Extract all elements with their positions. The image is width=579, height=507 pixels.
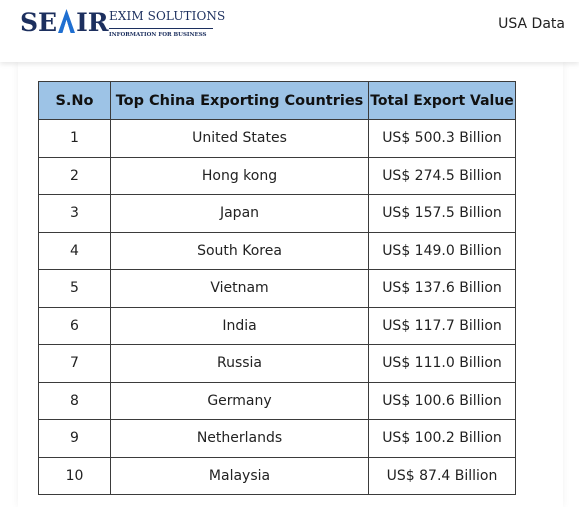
table-row: 7 Russia US$ 111.0 Billion (38, 344, 516, 383)
cell-country: Vietnam (110, 269, 369, 308)
table-row: 4 South Korea US$ 149.0 Billion (38, 231, 516, 270)
column-header-country: Top China Exporting Countries (110, 81, 369, 120)
cell-country: United States (110, 119, 369, 158)
cell-country: Russia (110, 344, 369, 383)
cell-country: Malaysia (110, 456, 369, 495)
cell-country: India (110, 306, 369, 345)
logo-letters-se: SE (20, 8, 58, 37)
logo-letters-ir: IR (76, 8, 109, 37)
cell-export-value: US$ 100.6 Billion (368, 381, 516, 420)
cell-export-value: US$ 117.7 Billion (368, 306, 516, 345)
column-header-sno: S.No (38, 81, 111, 120)
cell-country: Germany (110, 381, 369, 420)
cell-export-value: US$ 100.2 Billion (368, 419, 516, 458)
table-row: 8 Germany US$ 100.6 Billion (38, 381, 516, 420)
table-row: 2 Hong kong US$ 274.5 Billion (38, 156, 516, 195)
table-row: 6 India US$ 117.7 Billion (38, 306, 516, 345)
cell-sno: 7 (38, 344, 111, 383)
logo-a-mountain-icon (58, 9, 76, 33)
table-header-row: S.No Top China Exporting Countries Total… (38, 81, 516, 120)
cell-sno: 1 (38, 119, 111, 158)
logo-tagline-primary: EXIM SOLUTIONS (109, 9, 226, 23)
cell-country: Japan (110, 194, 369, 233)
china-exports-table: S.No Top China Exporting Countries Total… (38, 81, 516, 495)
cell-sno: 8 (38, 381, 111, 420)
column-header-export-value: Total Export Value (368, 81, 516, 120)
cell-sno: 2 (38, 156, 111, 195)
site-header: SE IR EXIM SOLUTIONS INFORMATION FOR BUSI… (0, 0, 579, 62)
cell-sno: 5 (38, 269, 111, 308)
logo-divider (109, 28, 213, 29)
cell-export-value: US$ 500.3 Billion (368, 119, 516, 158)
table-row: 1 United States US$ 500.3 Billion (38, 119, 516, 158)
cell-export-value: US$ 87.4 Billion (368, 456, 516, 495)
cell-country: South Korea (110, 231, 369, 270)
cell-country: Hong kong (110, 156, 369, 195)
cell-export-value: US$ 149.0 Billion (368, 231, 516, 270)
cell-country: Netherlands (110, 419, 369, 458)
cell-export-value: US$ 111.0 Billion (368, 344, 516, 383)
table-row: 9 Netherlands US$ 100.2 Billion (38, 419, 516, 458)
cell-export-value: US$ 137.6 Billion (368, 269, 516, 308)
table-row: 3 Japan US$ 157.5 Billion (38, 194, 516, 233)
logo-wordmark: SE IR (20, 8, 109, 38)
logo-tagline-secondary: INFORMATION FOR BUSINESS (109, 32, 207, 38)
table-row: 10 Malaysia US$ 87.4 Billion (38, 456, 516, 495)
table-row: 5 Vietnam US$ 137.6 Billion (38, 269, 516, 308)
cell-sno: 3 (38, 194, 111, 233)
cell-sno: 9 (38, 419, 111, 458)
cell-export-value: US$ 157.5 Billion (368, 194, 516, 233)
cell-sno: 6 (38, 306, 111, 345)
cell-sno: 4 (38, 231, 111, 270)
cell-sno: 10 (38, 456, 111, 495)
cell-export-value: US$ 274.5 Billion (368, 156, 516, 195)
nav-link-usa-data[interactable]: USA Data (498, 16, 565, 32)
